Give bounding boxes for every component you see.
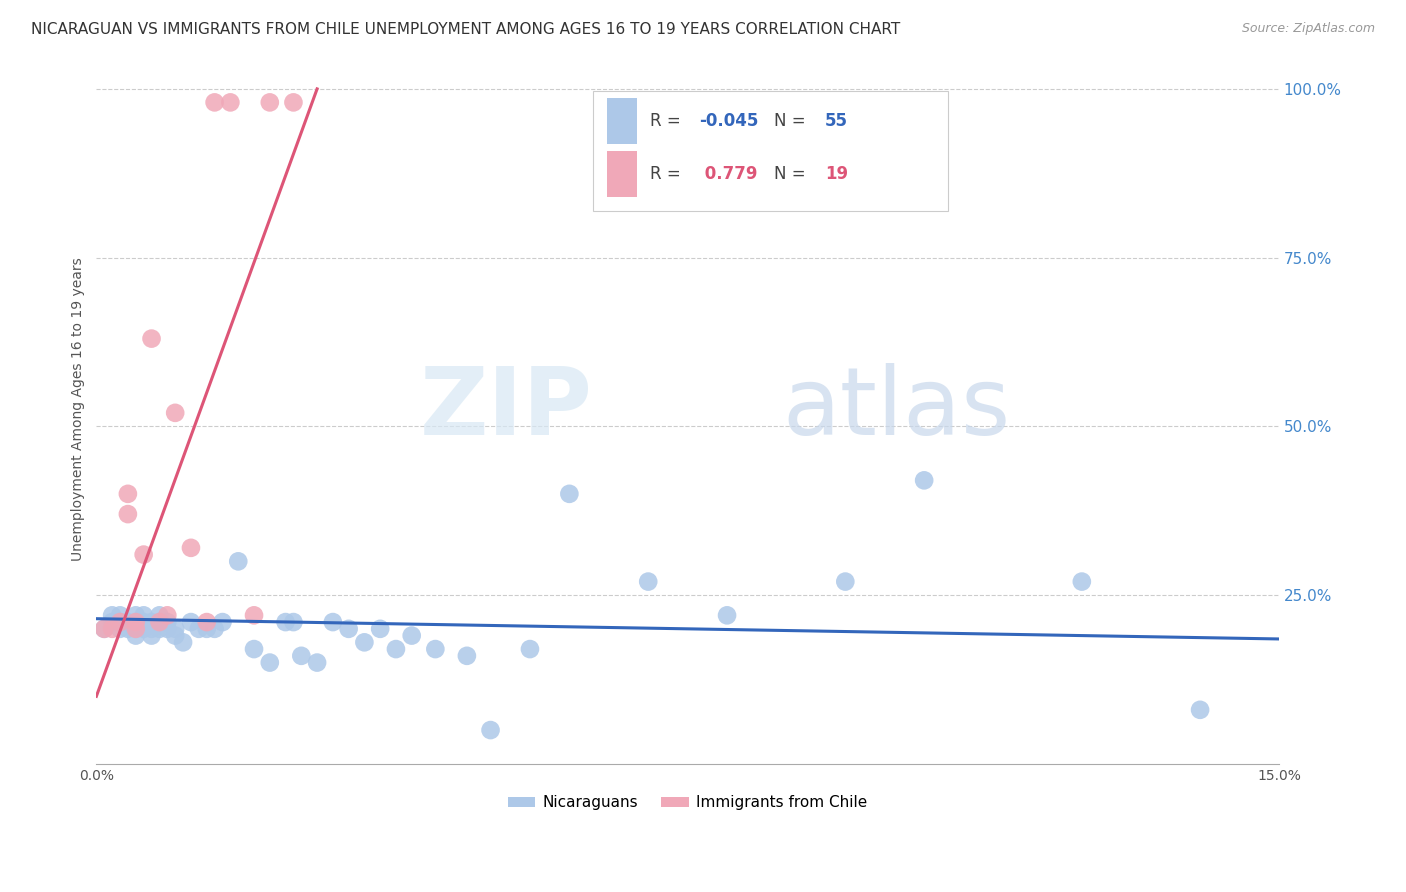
Point: [101, 622, 124, 636]
Point: [180, 541, 202, 555]
FancyBboxPatch shape: [607, 151, 637, 197]
Point: [1189, 703, 1212, 717]
Point: [353, 635, 375, 649]
Point: [243, 642, 266, 657]
Point: [637, 574, 659, 589]
Point: [101, 615, 124, 629]
Point: [156, 615, 179, 629]
Point: [108, 622, 131, 636]
Point: [226, 554, 249, 568]
Point: [165, 629, 187, 643]
Point: [1070, 574, 1092, 589]
Point: [519, 642, 541, 657]
Text: N =: N =: [773, 112, 811, 129]
Text: 55: 55: [825, 112, 848, 129]
Point: [274, 615, 297, 629]
Point: [141, 332, 163, 346]
Text: R =: R =: [650, 112, 686, 129]
Text: NICARAGUAN VS IMMIGRANTS FROM CHILE UNEMPLOYMENT AMONG AGES 16 TO 19 YEARS CORRE: NICARAGUAN VS IMMIGRANTS FROM CHILE UNEM…: [31, 22, 900, 37]
Point: [219, 95, 242, 110]
Point: [93, 622, 115, 636]
Point: [187, 622, 209, 636]
Legend: Nicaraguans, Immigrants from Chile: Nicaraguans, Immigrants from Chile: [502, 789, 873, 816]
Point: [204, 622, 226, 636]
Point: [117, 507, 139, 521]
Point: [243, 608, 266, 623]
Point: [558, 487, 581, 501]
Point: [132, 608, 155, 623]
Point: [259, 95, 281, 110]
Point: [117, 615, 139, 629]
Point: [141, 622, 163, 636]
Point: [290, 648, 312, 663]
Point: [834, 574, 856, 589]
Point: [716, 608, 738, 623]
Point: [132, 548, 155, 562]
Point: [125, 622, 148, 636]
Point: [211, 615, 233, 629]
Point: [401, 629, 423, 643]
Point: [204, 95, 226, 110]
Point: [148, 615, 170, 629]
Y-axis label: Unemployment Among Ages 16 to 19 years: Unemployment Among Ages 16 to 19 years: [72, 258, 86, 561]
FancyBboxPatch shape: [607, 97, 637, 144]
Text: ZIP: ZIP: [420, 363, 593, 456]
Point: [283, 615, 305, 629]
Point: [156, 622, 179, 636]
Text: 19: 19: [825, 165, 848, 183]
Point: [125, 622, 148, 636]
Point: [283, 95, 305, 110]
Text: 0.779: 0.779: [699, 165, 758, 183]
Point: [165, 622, 187, 636]
Point: [180, 615, 202, 629]
Point: [93, 622, 115, 636]
Point: [101, 608, 124, 623]
Point: [125, 615, 148, 629]
Point: [456, 648, 478, 663]
Point: [156, 608, 179, 623]
Point: [148, 608, 170, 623]
Text: R =: R =: [650, 165, 686, 183]
Point: [117, 622, 139, 636]
Point: [148, 622, 170, 636]
Point: [125, 615, 148, 629]
Text: -0.045: -0.045: [699, 112, 759, 129]
Point: [108, 615, 131, 629]
Point: [322, 615, 344, 629]
Text: atlas: atlas: [782, 363, 1011, 456]
Text: N =: N =: [773, 165, 811, 183]
Point: [479, 723, 502, 737]
Point: [172, 635, 194, 649]
Point: [368, 622, 391, 636]
Text: Source: ZipAtlas.com: Source: ZipAtlas.com: [1241, 22, 1375, 36]
Point: [195, 622, 218, 636]
Point: [385, 642, 408, 657]
Point: [195, 615, 218, 629]
Point: [125, 629, 148, 643]
Point: [425, 642, 447, 657]
Point: [141, 615, 163, 629]
Point: [141, 629, 163, 643]
Point: [307, 656, 329, 670]
Point: [165, 406, 187, 420]
Point: [108, 615, 131, 629]
Point: [259, 656, 281, 670]
Point: [912, 474, 935, 488]
Point: [108, 608, 131, 623]
Point: [132, 622, 155, 636]
Point: [337, 622, 360, 636]
Point: [132, 615, 155, 629]
FancyBboxPatch shape: [593, 91, 948, 211]
Point: [125, 608, 148, 623]
Point: [148, 615, 170, 629]
Point: [117, 487, 139, 501]
